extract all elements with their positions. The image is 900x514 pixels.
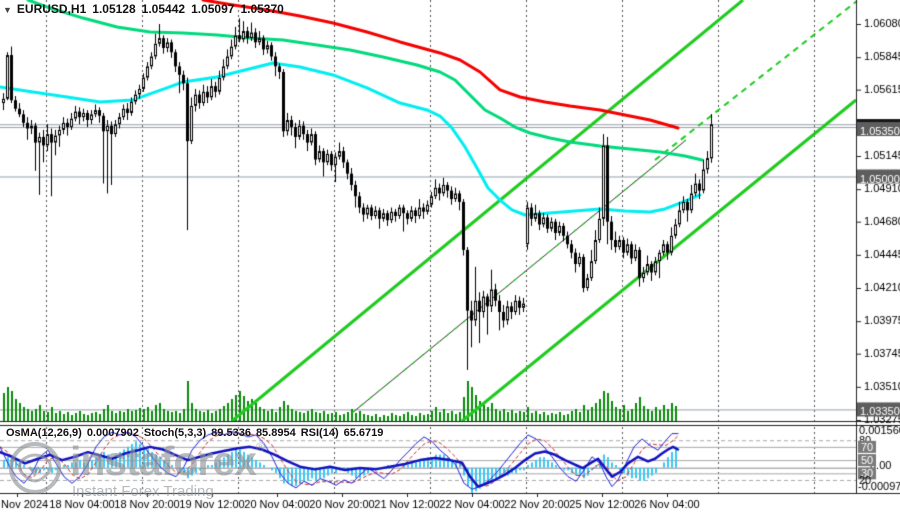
- stoch-name: Stoch(5,3,3): [143, 427, 207, 439]
- stoch-d-value: 85.8954: [255, 427, 296, 439]
- symbol-timeframe: EURUSD,H1: [16, 2, 87, 16]
- ohlc-open: 1.05128: [92, 2, 136, 16]
- ohlc-close: 1.05370: [240, 2, 284, 16]
- osma-name: OsMA(12,26,9): [6, 427, 82, 439]
- chart-title: ▼ EURUSD,H1 1.05128 1.05442 1.05097 1.05370: [3, 2, 290, 16]
- osma-value: 0.0007902: [86, 427, 139, 439]
- oscillator-label: OsMA(12,26,9) 0.0007902 Stoch(5,3,3) 89.533…: [6, 427, 388, 439]
- stoch-k-value: 89.5336: [211, 427, 251, 439]
- ohlc-high: 1.05442: [141, 2, 186, 16]
- symbol-dropdown-icon[interactable]: ▼: [3, 5, 12, 15]
- ohlc-low: 1.05097: [191, 2, 235, 16]
- rsi-name: RSI(14): [300, 427, 339, 439]
- rsi-value: 65.6719: [343, 427, 384, 439]
